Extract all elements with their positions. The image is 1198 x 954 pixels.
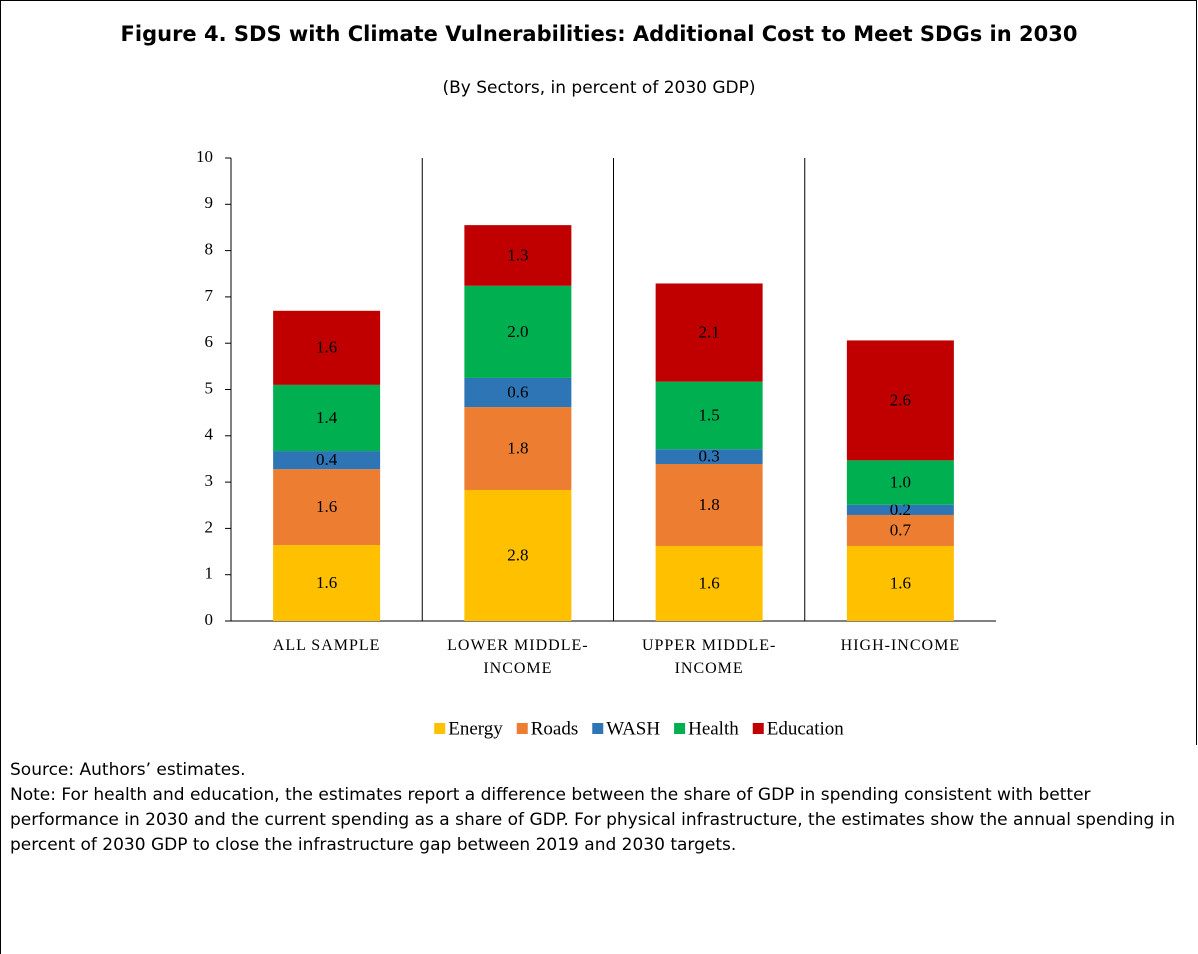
- y-tick-label: 1: [205, 564, 214, 583]
- source: Source: Authors’ estimates.: [10, 760, 246, 780]
- bar-segment: [655, 464, 763, 546]
- data-label: 1.8: [699, 495, 720, 514]
- data-label: 0.3: [699, 447, 720, 466]
- y-tick-label: 4: [205, 425, 214, 444]
- data-label: 0.4: [316, 450, 338, 469]
- bar-segment: [464, 225, 572, 286]
- bar-segment: [846, 460, 954, 505]
- data-label: 1.6: [316, 338, 337, 357]
- bar-segment: [273, 310, 381, 385]
- bar-segment: [273, 469, 381, 546]
- data-label: 1.3: [507, 245, 528, 264]
- x-tick-label: HIGH-INCOME: [840, 637, 961, 654]
- frame: [0, 0, 1, 954]
- legend: Energy Roads WASH Health Education: [434, 718, 844, 739]
- bar-segment: [846, 545, 954, 621]
- data-label: 1.5: [699, 405, 720, 424]
- bar-segment: [273, 451, 381, 470]
- legend-swatch: [592, 723, 604, 734]
- chart-title: Figure 4. SDS with Climate Vulnerabiliti…: [120, 22, 1078, 46]
- bar-segment: [846, 514, 954, 546]
- data-label: 2.0: [507, 322, 528, 341]
- bar-segment: [464, 489, 572, 621]
- legend-swatch: [516, 723, 528, 734]
- data-label: 1.4: [316, 408, 338, 427]
- y-tick-label: 10: [196, 147, 213, 166]
- legend-swatch: [752, 723, 764, 734]
- data-label: 1.8: [507, 438, 528, 457]
- frame: [0, 0, 1196, 1]
- legend-label: Roads: [531, 718, 579, 739]
- data-label: 2.8: [507, 545, 528, 564]
- data-label: 1.6: [699, 573, 720, 592]
- data-label: 0.6: [507, 382, 528, 401]
- x-tick-label: UPPER MIDDLE-INCOME: [641, 637, 777, 677]
- legend-label: Health: [688, 718, 739, 739]
- data-label: 2.6: [890, 390, 911, 409]
- data-label: 1.6: [316, 497, 337, 516]
- legend-label: Energy: [448, 718, 503, 739]
- data-label: 1.0: [890, 472, 911, 491]
- bar-segment: [655, 381, 763, 450]
- bar-segment: [464, 407, 572, 490]
- bar-segment: [655, 545, 763, 621]
- bar-segment: [846, 340, 954, 461]
- notes: Source: Authors’ estimates. Note: For he…: [10, 758, 1185, 858]
- legend-swatch: [434, 723, 446, 734]
- x-tick-label: ALL SAMPLE: [272, 637, 381, 654]
- frame: [1196, 0, 1197, 745]
- y-tick-label: 2: [205, 517, 214, 536]
- y-tick-label: 8: [205, 240, 214, 259]
- y-tick-label: 0: [205, 610, 214, 629]
- bar-segment: [846, 504, 954, 515]
- legend-label: Education: [767, 718, 845, 739]
- bar-segment: [655, 449, 763, 465]
- y-tick-label: 5: [205, 378, 214, 397]
- y-tick-label: 9: [205, 193, 214, 212]
- data-label: 1.6: [316, 573, 337, 592]
- data-label: 2.1: [699, 322, 720, 341]
- bar-segment: [273, 545, 381, 621]
- chart-subtitle: (By Sectors, in percent of 2030 GDP): [442, 78, 756, 98]
- legend-swatch: [674, 723, 686, 734]
- bar-segment: [655, 283, 763, 382]
- y-tick-label: 3: [205, 471, 214, 490]
- bar-segment: [273, 384, 381, 452]
- x-tick-label: LOWER MIDDLE-INCOME: [447, 637, 589, 677]
- data-label: 0.7: [890, 520, 912, 539]
- y-tick-label: 7: [205, 286, 214, 305]
- legend-label: WASH: [606, 718, 660, 739]
- bar-segment: [464, 377, 572, 408]
- y-tick-label: 6: [205, 332, 214, 351]
- data-label: 1.6: [890, 573, 911, 592]
- bar-segment: [464, 285, 572, 378]
- note: Note: For health and education, the esti…: [10, 785, 1176, 855]
